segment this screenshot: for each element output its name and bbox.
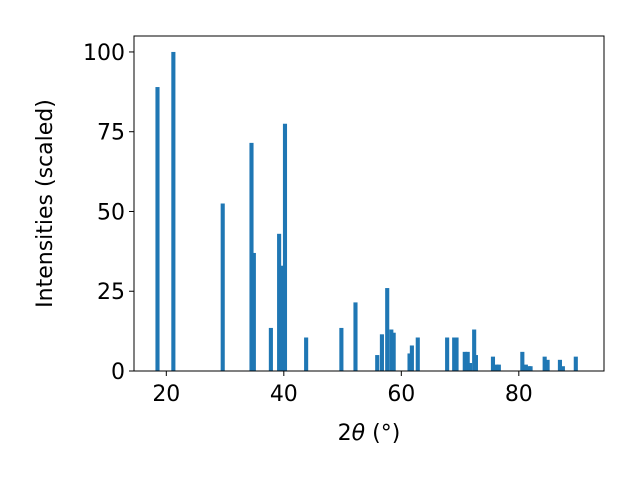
bar-24: [465, 351, 470, 371]
bar-13: [379, 334, 384, 371]
bar-series: [155, 51, 578, 372]
bar-27: [473, 355, 478, 371]
bar-26: [472, 329, 477, 371]
x-tick-label-3: 80: [505, 382, 533, 407]
bar-20: [445, 337, 450, 371]
x-tick-label-1: 40: [270, 382, 298, 407]
bar-12: [375, 355, 380, 371]
bar-2: [220, 203, 225, 371]
y-tick-label-1: 25: [97, 280, 125, 305]
bar-34: [528, 366, 533, 371]
bar-32: [523, 364, 528, 371]
x-axis-label-unit: (°): [365, 421, 400, 446]
bar-8: [282, 123, 288, 372]
bar-25: [467, 363, 473, 371]
bar-39: [573, 356, 578, 371]
y-tick-label-4: 100: [83, 41, 125, 66]
bar-5: [268, 327, 273, 371]
bar-22: [454, 337, 459, 371]
plot-frame: [133, 35, 605, 372]
bar-7: [279, 265, 284, 371]
bar-6: [277, 233, 282, 371]
x-tick-label-0: 20: [152, 382, 180, 407]
x-tick-label-2: 60: [387, 382, 415, 407]
bar-1: [171, 51, 176, 371]
bar-18: [409, 345, 414, 371]
y-tick-label-3: 75: [97, 121, 125, 146]
y-tick-label-2: 50: [97, 200, 125, 225]
bar-17: [407, 353, 412, 371]
bar-11: [353, 302, 358, 371]
bar-14: [385, 288, 390, 371]
x-axis-label: 2θ (°): [338, 421, 401, 446]
x-axis-ticks: 20 40 60 80: [152, 371, 533, 407]
bar-9: [304, 337, 309, 371]
bar-29: [494, 364, 499, 371]
bar-10: [339, 327, 344, 371]
bar-19: [415, 337, 420, 371]
bar-21: [452, 337, 457, 371]
bar-37: [557, 359, 562, 371]
bar-38: [560, 366, 565, 371]
bar-3: [249, 142, 254, 371]
bar-35: [542, 356, 547, 371]
bar-36: [545, 359, 550, 371]
y-axis-ticks: 0 25 50 75 100: [83, 41, 134, 385]
y-axis-label: Intensities (scaled): [33, 99, 58, 308]
y-tick-label-0: 0: [111, 360, 125, 385]
bar-28: [490, 356, 496, 371]
bar-31: [520, 351, 525, 371]
bar-23: [462, 351, 467, 371]
bar-16: [391, 332, 396, 371]
x-axis-label-main: 2: [338, 421, 352, 446]
x-axis-label-theta: θ: [352, 421, 366, 446]
bar-15: [389, 329, 394, 371]
bar-30: [496, 364, 501, 371]
bar-0: [155, 87, 160, 372]
bar-4: [251, 252, 256, 371]
